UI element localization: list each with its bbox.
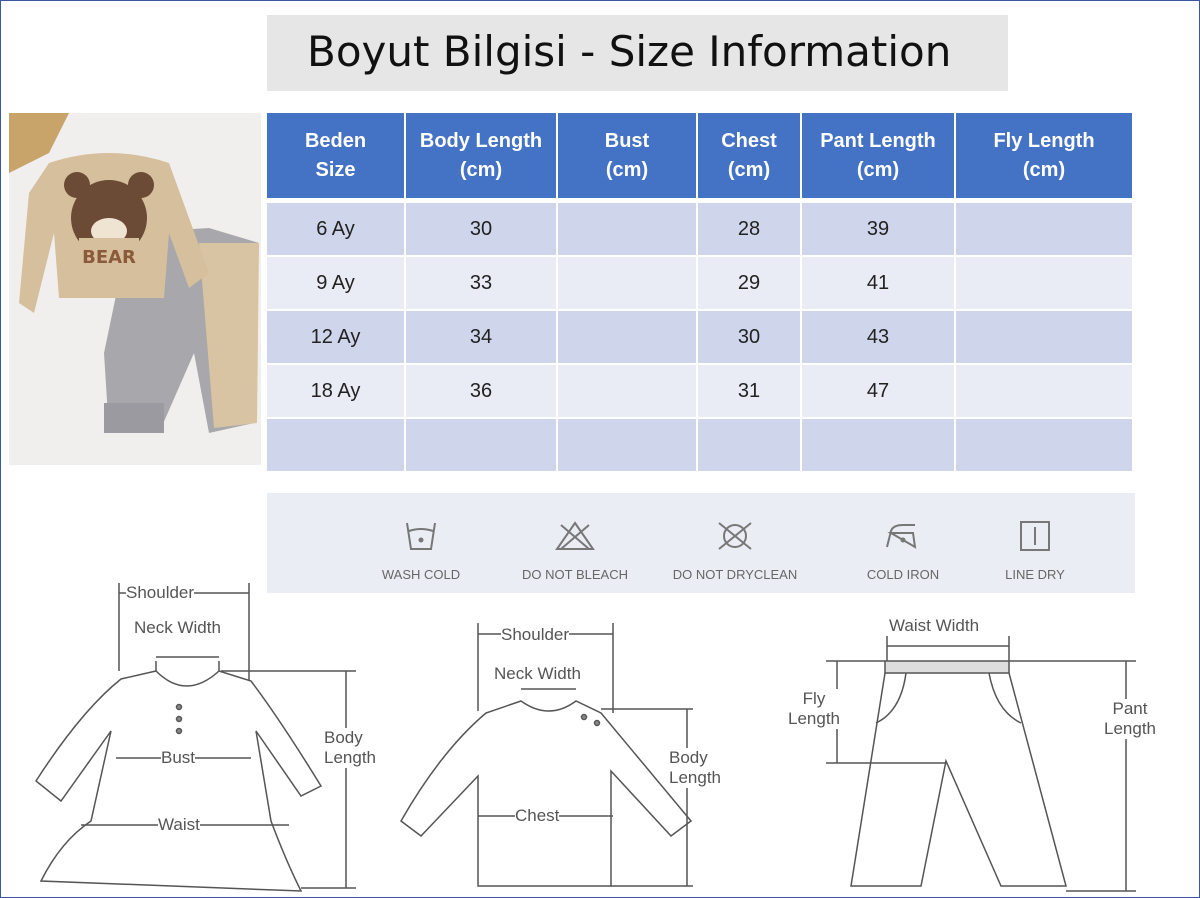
table-row <box>267 419 1132 471</box>
cell <box>956 203 1132 255</box>
header-size: Beden Size <box>267 113 404 198</box>
pants-pant-length-label: Pant Length <box>1104 699 1156 739</box>
header-body-length: Body Length (cm) <box>406 113 556 198</box>
cell <box>406 419 556 471</box>
cell <box>956 365 1132 417</box>
cell <box>558 419 696 471</box>
top-chest-label: Chest <box>515 806 560 826</box>
cell: 30 <box>406 203 556 255</box>
cell: 31 <box>698 365 800 417</box>
cell <box>802 419 954 471</box>
bear-print: BEAR <box>82 247 136 268</box>
cell: 33 <box>406 257 556 309</box>
care-label: WASH COLD <box>381 567 461 582</box>
dress-bust-label: Bust <box>161 748 196 768</box>
top-body-length-label: Body Length <box>669 748 721 788</box>
dress-shoulder-label: Shoulder <box>126 583 195 603</box>
cell <box>558 311 696 363</box>
cell: 12 Ay <box>267 311 404 363</box>
top-shoulder-label: Shoulder <box>501 625 570 645</box>
pants-waist-label: Waist Width <box>889 616 980 636</box>
cell: 34 <box>406 311 556 363</box>
top-outline <box>400 623 693 887</box>
cell <box>267 419 404 471</box>
care-do-not-bleach: DO NOT BLEACH <box>495 493 655 582</box>
table-header-row: Beden Size Body Length (cm) Bust (cm) Chest… <box>267 113 1132 198</box>
header-pant-length: Pant Length (cm) <box>802 113 954 198</box>
cell: 30 <box>698 311 800 363</box>
care-instructions: WASH COLD DO NOT BLEACH DO NOT DRYCLEAN … <box>267 493 1135 593</box>
cell: 29 <box>698 257 800 309</box>
cell: 36 <box>406 365 556 417</box>
care-label: DO NOT DRYCLEAN <box>672 567 798 582</box>
care-cold-iron: COLD IRON <box>823 493 983 582</box>
table-row: 12 Ay 34 30 43 <box>267 311 1132 363</box>
top-neck-label: Neck Width <box>494 664 581 684</box>
cell <box>558 365 696 417</box>
line-dry-icon <box>1020 521 1050 551</box>
cell: 43 <box>802 311 954 363</box>
care-label: LINE DRY <box>1005 567 1065 582</box>
cell: 47 <box>802 365 954 417</box>
cell <box>558 203 696 255</box>
cell <box>956 311 1132 363</box>
header-bust: Bust (cm) <box>558 113 696 198</box>
size-table: Beden Size Body Length (cm) Bust (cm) Chest… <box>265 111 1134 473</box>
cell <box>698 419 800 471</box>
cell <box>956 257 1132 309</box>
care-label: COLD IRON <box>866 567 940 582</box>
care-do-not-dryclean: DO NOT DRYCLEAN <box>655 493 815 582</box>
cell <box>558 257 696 309</box>
wash-cold-icon <box>406 522 436 550</box>
table-row: 6 Ay 30 28 39 <box>267 203 1132 255</box>
dress-waist-label: Waist <box>158 815 200 835</box>
pants-outline <box>826 636 1136 892</box>
header-fly-length: Fly Length (cm) <box>956 113 1132 198</box>
cell <box>956 419 1132 471</box>
dress-outline <box>35 583 356 892</box>
cell: 18 Ay <box>267 365 404 417</box>
cold-iron-icon <box>886 524 917 549</box>
page-title: Boyut Bilgisi - Size Information <box>307 27 952 76</box>
cell: 9 Ay <box>267 257 404 309</box>
do-not-bleach-icon <box>555 521 595 550</box>
care-label: DO NOT BLEACH <box>522 567 628 582</box>
product-photo: BEAR <box>9 113 261 465</box>
pants-fly-length-label: Fly Length <box>788 689 840 729</box>
cell: 39 <box>802 203 954 255</box>
care-wash-cold: WASH COLD <box>341 493 501 582</box>
cell: 28 <box>698 203 800 255</box>
title-bar: Boyut Bilgisi - Size Information <box>267 15 1008 91</box>
care-line-dry: LINE DRY <box>955 493 1115 582</box>
do-not-dryclean-icon <box>718 522 752 550</box>
cell: 6 Ay <box>267 203 404 255</box>
cell: 41 <box>802 257 954 309</box>
header-chest: Chest (cm) <box>698 113 800 198</box>
table-row: 9 Ay 33 29 41 <box>267 257 1132 309</box>
dress-body-length-label: Body Length <box>324 728 376 768</box>
table-row: 18 Ay 36 31 47 <box>267 365 1132 417</box>
dress-neck-label: Neck Width <box>134 618 221 638</box>
